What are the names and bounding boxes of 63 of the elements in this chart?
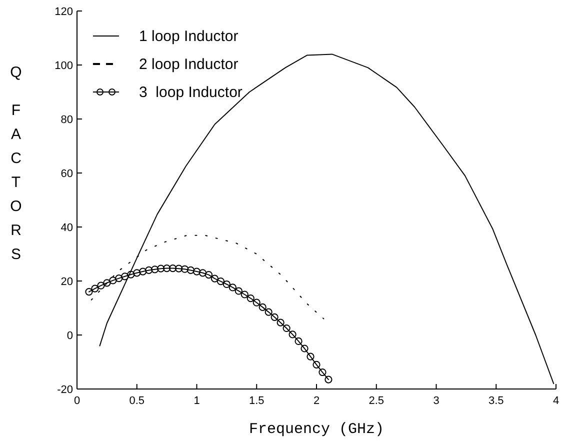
x-tick-label: 1.5 <box>248 395 264 407</box>
legend-label: 1 loop Inductor <box>139 28 238 45</box>
point <box>252 298 260 306</box>
point <box>85 288 93 296</box>
point <box>91 284 99 292</box>
point <box>222 280 230 288</box>
x-tick-label: 4 <box>552 395 560 407</box>
point <box>151 266 159 274</box>
point <box>103 279 111 287</box>
y-tick-label: 80 <box>60 114 73 126</box>
point <box>264 308 272 316</box>
point <box>300 344 308 352</box>
point <box>174 264 183 272</box>
y-tick-label: 40 <box>60 222 73 234</box>
y-tick-label: 120 <box>54 6 73 18</box>
point <box>258 303 266 311</box>
point <box>169 264 177 272</box>
point <box>306 352 314 360</box>
y-tick-label: -20 <box>57 384 73 396</box>
legend-label: 2 loop Inductor <box>139 56 238 73</box>
x-tick-label: 3 <box>433 395 440 407</box>
x-tick-label: 2.5 <box>368 395 384 407</box>
point <box>288 330 296 338</box>
point <box>109 276 117 284</box>
point <box>198 269 207 277</box>
point <box>145 266 153 274</box>
point <box>324 376 332 384</box>
point <box>97 282 105 290</box>
point <box>216 277 224 286</box>
x-tick-label: 0.5 <box>129 395 145 407</box>
y-tick-label: 0 <box>66 330 73 342</box>
point <box>276 318 284 326</box>
x-tick-label: 1 <box>194 395 200 407</box>
point <box>294 337 302 346</box>
point <box>115 274 123 282</box>
point <box>139 268 147 276</box>
point <box>186 266 195 274</box>
point <box>121 272 129 280</box>
point <box>163 264 171 272</box>
point <box>246 294 254 302</box>
point <box>133 269 141 277</box>
point <box>228 284 236 292</box>
y-tick-label: 60 <box>60 168 73 180</box>
x-axis-title: Frequency (GHz) <box>248 421 384 438</box>
point <box>192 268 201 276</box>
x-tick-label: 0 <box>74 395 80 407</box>
point <box>240 290 248 298</box>
point <box>157 264 165 272</box>
point <box>318 368 326 376</box>
point <box>180 265 189 273</box>
point <box>204 270 213 279</box>
point <box>312 360 320 368</box>
point <box>210 274 219 282</box>
y-tick-label: 100 <box>54 60 73 72</box>
y-tick-label: 20 <box>60 276 73 288</box>
legend-label: 3 loop Inductor <box>139 84 242 101</box>
text: Q FACTORS <box>10 64 22 263</box>
point <box>270 313 278 321</box>
x-tick-label: 2 <box>313 395 320 407</box>
point <box>282 324 290 332</box>
point <box>234 287 242 295</box>
point <box>127 270 135 278</box>
x-tick-label: 3.5 <box>488 395 504 407</box>
